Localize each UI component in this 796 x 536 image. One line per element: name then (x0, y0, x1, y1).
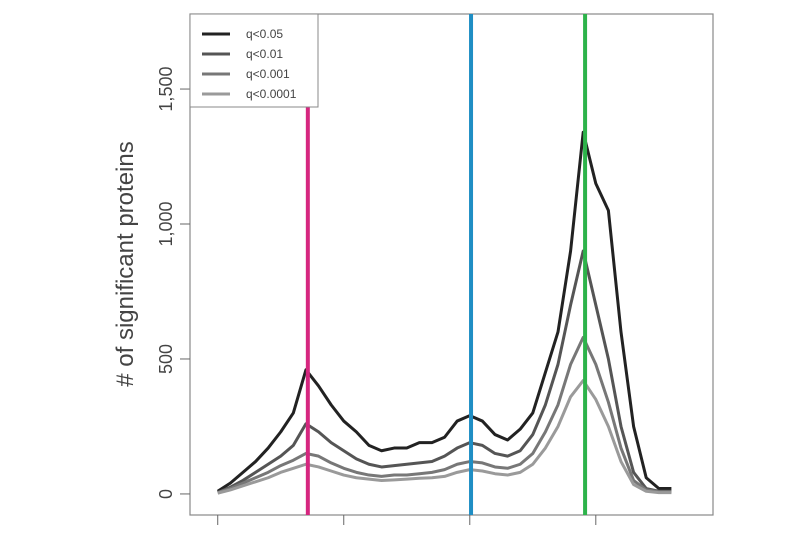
legend-label: q<0.001 (246, 67, 290, 81)
legend-label: q<0.05 (246, 27, 283, 41)
y-tick-label: 1,500 (156, 67, 176, 112)
series-line (217, 379, 672, 495)
y-axis-label: # of significant proteins (112, 141, 139, 386)
y-tick-label: 1,000 (156, 201, 176, 246)
y-tick-label: 500 (156, 344, 176, 374)
legend-label: q<0.01 (246, 47, 283, 61)
y-tick-label: 0 (156, 489, 176, 499)
series-line (217, 249, 672, 494)
plot-frame (189, 13, 714, 516)
legend-label: q<0.0001 (246, 87, 297, 101)
series-line (216, 130, 672, 493)
legend-box (189, 13, 319, 108)
series-line (217, 335, 672, 495)
